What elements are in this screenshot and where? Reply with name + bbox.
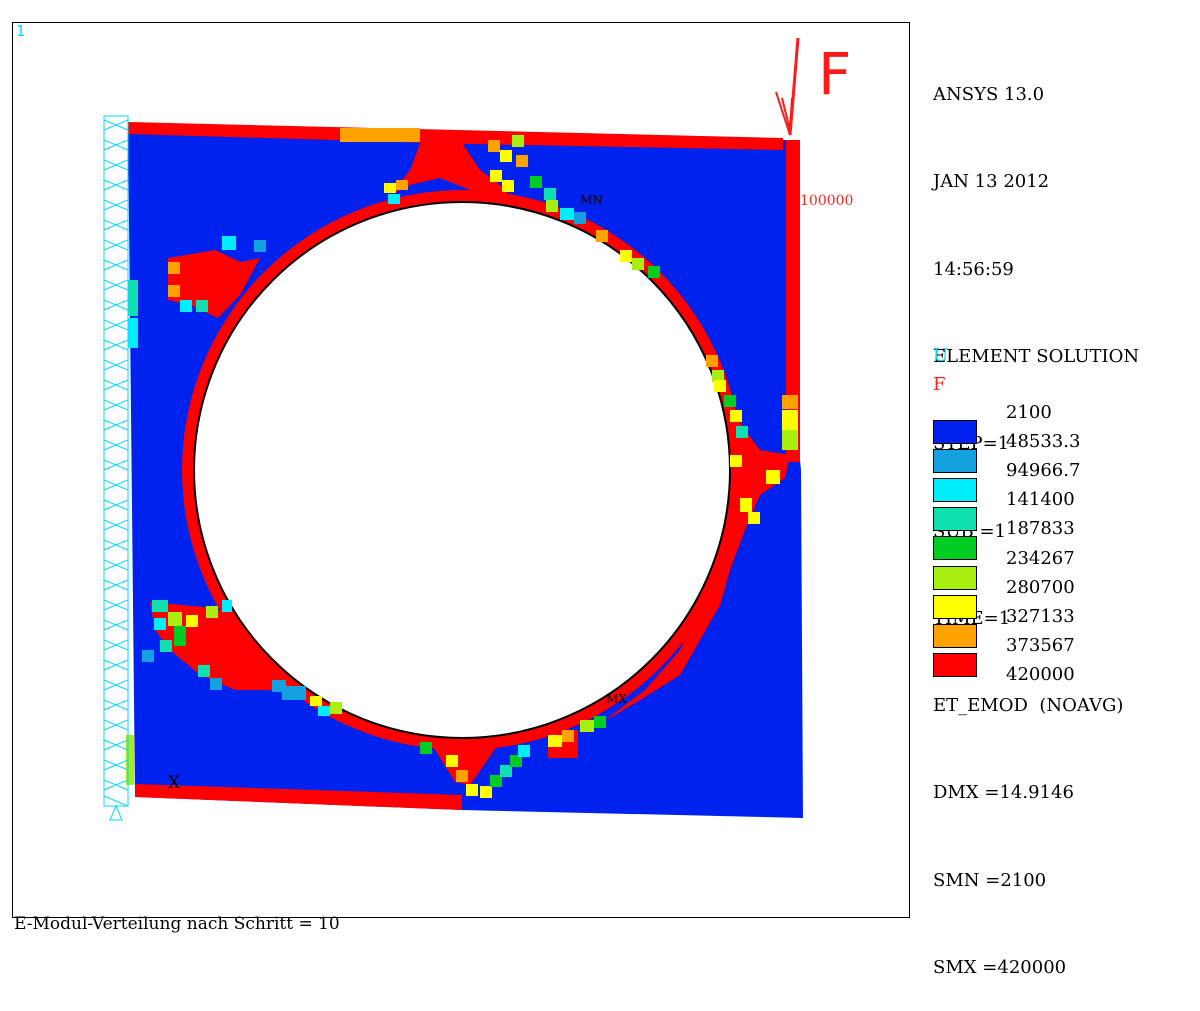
legend-row: 234267 (933, 547, 1173, 590)
patch-right (605, 355, 790, 720)
legend-row: 280700 (933, 576, 1173, 619)
legend-row: 48533.3 (933, 431, 1173, 474)
legend-row: 141400 (933, 489, 1173, 532)
legend-row: 373567 (933, 634, 1173, 677)
legend-label: 94966.7 (1006, 460, 1081, 482)
force-arrow (775, 37, 800, 136)
legend-row: 420000 (933, 664, 1173, 692)
legend-swatch (933, 449, 977, 474)
max-marker: MX (606, 692, 627, 706)
force-symbol-label: F (933, 374, 946, 395)
patch-top-mid (390, 130, 515, 205)
central-hole (193, 201, 731, 739)
legend-row: 2100 (933, 402, 1173, 444)
left-constraints (103, 115, 129, 821)
legend-label: 420000 (1006, 663, 1075, 685)
legend-label: 141400 (1006, 489, 1075, 511)
legend-row: 327133 (933, 605, 1173, 648)
legend-row: 94966.7 (933, 460, 1173, 503)
fea-contour-plot (103, 115, 803, 821)
min-marker: MN (580, 193, 603, 207)
legend-swatch (933, 623, 977, 648)
info-line-smn: SMN =2100 (933, 869, 1047, 891)
right-edge-band (786, 140, 800, 462)
force-value-label: 100000 (800, 193, 854, 209)
info-line-item: ET_EMOD (NOAVG) (933, 695, 1124, 717)
legend-swatch (933, 536, 977, 561)
bottom-edge-band (135, 784, 462, 810)
legend-label: 327133 (1006, 605, 1075, 627)
legend-swatch (933, 565, 977, 590)
legend-swatch (933, 652, 977, 677)
legend-swatch (933, 507, 977, 532)
bottom-notch (430, 742, 500, 785)
legend-label: 280700 (1006, 576, 1075, 598)
legend-label: 187833 (1006, 518, 1075, 540)
info-line-type: ELEMENT SOLUTION (933, 346, 1140, 368)
origin-marker: X (168, 773, 181, 793)
legend-label: 2100 (1006, 402, 1052, 423)
window-number: 1 (16, 22, 26, 40)
plot-caption: E-Modul-Verteilung nach Schritt = 10 (14, 914, 340, 934)
legend-swatch (933, 478, 977, 503)
legend-row: 187833 (933, 518, 1173, 561)
patch-lower-left (150, 602, 290, 690)
info-line-dmx: DMX =14.9146 (933, 782, 1074, 804)
legend-label: 373567 (1006, 634, 1075, 656)
ring-mask-left (140, 150, 250, 330)
constraint-symbol-label: U (933, 345, 949, 366)
legend-label: 234267 (1006, 547, 1075, 569)
info-line-date: JAN 13 2012 (933, 171, 1050, 193)
top-edge-band (128, 122, 783, 150)
legend-swatch (933, 594, 977, 619)
info-line-smx: SMX =420000 (933, 957, 1067, 978)
legend-label: 48533.3 (1006, 431, 1081, 453)
mixed-elements (126, 128, 798, 798)
info-line-time: 14:56:59 (933, 258, 1014, 280)
force-label: F (818, 40, 852, 108)
info-line-product: ANSYS 13.0 (933, 84, 1045, 106)
legend-swatch (933, 420, 977, 444)
